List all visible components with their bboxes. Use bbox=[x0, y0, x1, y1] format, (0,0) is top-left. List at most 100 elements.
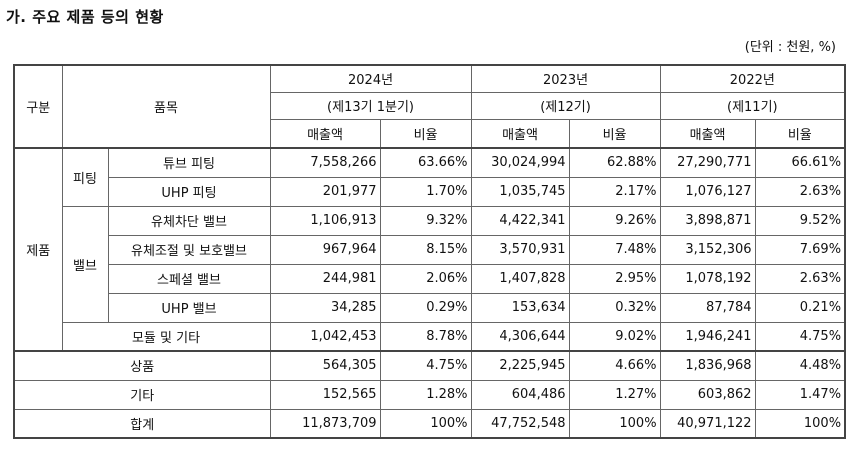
cell-value: 3,152,306 bbox=[659, 234, 756, 265]
cell-value: 62.88% bbox=[568, 147, 661, 178]
cell-value: 47,752,548 bbox=[470, 408, 570, 439]
row-label: 스페셜 밸브 bbox=[107, 263, 271, 294]
cell-value: 27,290,771 bbox=[659, 147, 756, 178]
row-label: 튜브 피팅 bbox=[107, 147, 271, 178]
table-row: UHP 피팅 201,977 1.70% 1,035,745 2.17% 1,0… bbox=[14, 176, 846, 207]
group-valve: 밸브 bbox=[61, 205, 109, 323]
cell-value: 4.66% bbox=[568, 350, 661, 381]
table-row: 스페셜 밸브 244,981 2.06% 1,407,828 2.95% 1,0… bbox=[14, 263, 846, 294]
group-product: 제품 bbox=[13, 147, 63, 352]
cell-value: 603,862 bbox=[659, 379, 756, 410]
cell-value: 1.27% bbox=[568, 379, 661, 410]
header-sales: 매출액 bbox=[269, 118, 381, 149]
cell-value: 34,285 bbox=[269, 292, 381, 323]
cell-value: 40,971,122 bbox=[659, 408, 756, 439]
cell-value: 1,407,828 bbox=[470, 263, 570, 294]
header-sales: 매출액 bbox=[470, 118, 570, 149]
cell-value: 9.52% bbox=[754, 205, 846, 236]
header-year: 2023년 bbox=[543, 73, 589, 89]
table-row: 상품 564,305 4.75% 2,225,945 4.66% 1,836,9… bbox=[13, 350, 846, 381]
cell-value: 2.17% bbox=[568, 176, 661, 207]
cell-value: 2,225,945 bbox=[470, 350, 570, 381]
cell-value: 3,898,871 bbox=[659, 205, 756, 236]
cell-value: 604,486 bbox=[470, 379, 570, 410]
cell-value: 87,784 bbox=[659, 292, 756, 323]
header-year: 2024년 bbox=[348, 73, 394, 89]
cell-value: 3,570,931 bbox=[470, 234, 570, 265]
cell-value: 100% bbox=[754, 408, 846, 439]
header-term: (제12기) bbox=[470, 92, 661, 120]
cell-value: 7,558,266 bbox=[269, 147, 381, 178]
header-ratio: 비율 bbox=[754, 118, 846, 149]
row-label: 상품 bbox=[13, 350, 271, 381]
header-item: 품목 bbox=[61, 64, 271, 149]
cell-value: 0.21% bbox=[754, 292, 846, 323]
table-row: 밸브 유체차단 밸브 1,106,913 9.32% 4,422,341 9.2… bbox=[14, 205, 846, 323]
cell-value: 2.06% bbox=[379, 263, 472, 294]
cell-value: 4,422,341 bbox=[470, 205, 570, 236]
cell-value: 2.95% bbox=[568, 263, 661, 294]
table-row: 제품 피팅 튜브 피팅 7,558,266 63.66% 30,024,994 … bbox=[13, 147, 846, 352]
row-label: UHP 밸브 bbox=[107, 292, 271, 323]
cell-value: 1,042,453 bbox=[269, 321, 381, 352]
table-row: UHP 밸브 34,285 0.29% 153,634 0.32% 87,784… bbox=[14, 292, 846, 323]
header-ratio: 비율 bbox=[379, 118, 472, 149]
row-label: 모듈 및 기타 bbox=[61, 321, 271, 352]
row-label: 유체차단 밸브 bbox=[107, 205, 271, 236]
row-label: 합계 bbox=[13, 408, 271, 439]
cell-value: 0.29% bbox=[379, 292, 472, 323]
cell-value: 11,873,709 bbox=[269, 408, 381, 439]
cell-value: 7.69% bbox=[754, 234, 846, 265]
cell-value: 4.48% bbox=[754, 350, 846, 381]
cell-value: 0.32% bbox=[568, 292, 661, 323]
cell-value: 63.66% bbox=[379, 147, 472, 178]
cell-value: 1.47% bbox=[754, 379, 846, 410]
header-period-2024: 2024년 bbox=[269, 64, 472, 93]
cell-value: 100% bbox=[568, 408, 661, 439]
section-title: 가. 주요 제품 등의 현황 bbox=[6, 8, 164, 26]
cell-value: 9.26% bbox=[568, 205, 661, 236]
header-term: (제11기) bbox=[659, 92, 846, 120]
header-category: 구분 bbox=[13, 64, 63, 149]
header-period-2022: 2022년 bbox=[659, 64, 846, 93]
cell-value: 4,306,644 bbox=[470, 321, 570, 352]
cell-value: 1,076,127 bbox=[659, 176, 756, 207]
cell-value: 1.28% bbox=[379, 379, 472, 410]
row-label: 유체조절 및 보호밸브 bbox=[107, 234, 271, 265]
header-ratio: 비율 bbox=[568, 118, 661, 149]
cell-value: 4.75% bbox=[754, 321, 846, 352]
cell-value: 2.63% bbox=[754, 263, 846, 294]
cell-value: 2.63% bbox=[754, 176, 846, 207]
cell-value: 564,305 bbox=[269, 350, 381, 381]
header-row-term: (제13기 1분기) (제12기) (제11기) bbox=[14, 92, 846, 120]
products-table: 구분 품목 2024년 2023년 2022년 (제13기 1분기) (제12기… bbox=[13, 64, 847, 439]
table-row: 모듈 및 기타 1,042,453 8.78% 4,306,644 9.02% … bbox=[14, 321, 846, 352]
unit-label: (단위 : 천원, %) bbox=[744, 40, 836, 55]
header-row-year: 구분 품목 2024년 2023년 2022년 bbox=[13, 64, 846, 149]
cell-value: 100% bbox=[379, 408, 472, 439]
cell-value: 1,078,192 bbox=[659, 263, 756, 294]
cell-value: 1,035,745 bbox=[470, 176, 570, 207]
cell-value: 201,977 bbox=[269, 176, 381, 207]
group-fitting: 피팅 bbox=[61, 147, 109, 207]
header-year: 2022년 bbox=[729, 73, 775, 89]
cell-value: 153,634 bbox=[470, 292, 570, 323]
row-label: 기타 bbox=[13, 379, 271, 410]
cell-value: 9.02% bbox=[568, 321, 661, 352]
table-row: 유체조절 및 보호밸브 967,964 8.15% 3,570,931 7.48… bbox=[14, 234, 846, 265]
cell-value: 8.15% bbox=[379, 234, 472, 265]
cell-value: 1,836,968 bbox=[659, 350, 756, 381]
cell-value: 1,946,241 bbox=[659, 321, 756, 352]
cell-value: 152,565 bbox=[269, 379, 381, 410]
cell-value: 967,964 bbox=[269, 234, 381, 265]
header-sales: 매출액 bbox=[659, 118, 756, 149]
table-row-total: 합계 11,873,709 100% 47,752,548 100% 40,97… bbox=[13, 408, 846, 439]
header-row-columns: 매출액 비율 매출액 비율 매출액 비율 bbox=[14, 118, 846, 149]
row-label: UHP 피팅 bbox=[107, 176, 271, 207]
cell-value: 66.61% bbox=[754, 147, 846, 178]
cell-value: 30,024,994 bbox=[470, 147, 570, 178]
header-term: (제13기 1분기) bbox=[269, 92, 472, 120]
cell-value: 9.32% bbox=[379, 205, 472, 236]
cell-value: 7.48% bbox=[568, 234, 661, 265]
cell-value: 1.70% bbox=[379, 176, 472, 207]
